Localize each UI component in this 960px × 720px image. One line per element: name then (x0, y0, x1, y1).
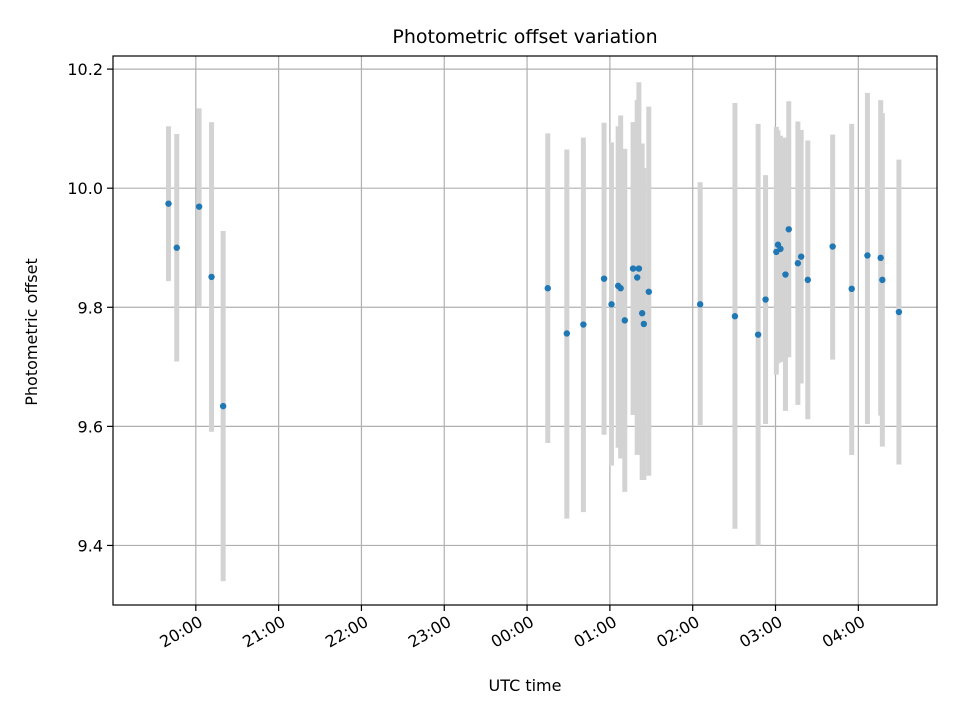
y-tick-label: 9.4 (78, 536, 103, 555)
x-axis-label: UTC time (489, 676, 562, 695)
data-point (635, 265, 643, 272)
data-point (879, 276, 886, 284)
data-point (877, 254, 884, 262)
data-point (777, 245, 784, 253)
data-point (864, 252, 871, 259)
data-points (165, 200, 903, 410)
data-point (785, 226, 792, 233)
data-point (634, 274, 641, 281)
data-point (645, 288, 653, 295)
data-point (629, 265, 637, 272)
y-tick-label: 10.0 (67, 179, 103, 198)
data-point (782, 271, 789, 278)
chart-title: Photometric offset variation (392, 26, 657, 48)
data-point (638, 310, 646, 317)
y-tick-label: 9.8 (78, 298, 103, 317)
data-point (165, 200, 172, 207)
data-point (797, 253, 805, 260)
data-point (219, 402, 227, 410)
data-point (762, 296, 769, 303)
data-point (580, 321, 587, 328)
data-point (621, 317, 628, 324)
data-point (754, 331, 762, 338)
data-point (608, 301, 615, 308)
data-point (600, 275, 608, 282)
plot-frame (112, 55, 938, 606)
data-point (829, 243, 836, 250)
data-point (696, 301, 704, 308)
data-point (640, 320, 648, 328)
data-point (173, 244, 180, 251)
y-axis-ticks: 9.4 9.6 9.8 10.0 10.2 (67, 60, 113, 555)
data-point (804, 276, 812, 284)
data-point (848, 285, 855, 293)
y-tick-label: 9.6 (78, 417, 103, 436)
data-point (731, 313, 739, 320)
data-point (617, 285, 624, 292)
data-point (195, 203, 203, 210)
data-point (563, 330, 571, 337)
y-axis-label: Photometric offset (22, 258, 41, 406)
data-point (895, 308, 903, 316)
data-point (794, 260, 802, 267)
data-point (208, 273, 215, 281)
data-point (544, 285, 551, 292)
y-tick-label: 10.2 (67, 60, 103, 79)
